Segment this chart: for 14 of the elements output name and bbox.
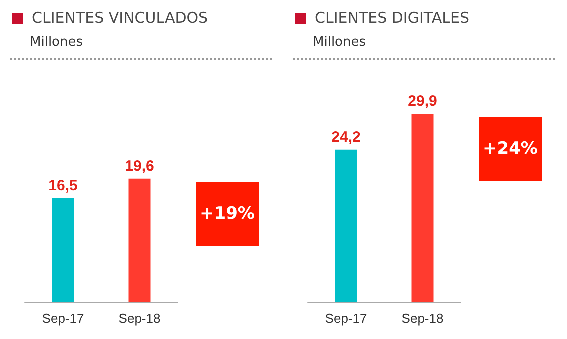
chart-subtitle: Millones xyxy=(30,35,84,50)
data-label: 19,6 xyxy=(125,158,154,175)
text: +24% xyxy=(479,117,542,182)
chart-subtitle: Millones xyxy=(313,35,366,50)
text: +19% xyxy=(196,182,259,246)
x-tick-label: Sep-17 xyxy=(42,311,84,326)
data-label: 24,2 xyxy=(332,128,361,146)
x-tick-label: Sep-18 xyxy=(118,311,161,326)
chart-title: CLIENTES VINCULADOS xyxy=(32,9,208,27)
x-tick-label: Sep-18 xyxy=(402,311,444,326)
data-label: 29,9 xyxy=(408,93,438,110)
chart-title: CLIENTES DIGITALES xyxy=(315,9,470,27)
x-tick-label: Sep-17 xyxy=(325,311,368,326)
data-label: 16,5 xyxy=(48,177,78,194)
